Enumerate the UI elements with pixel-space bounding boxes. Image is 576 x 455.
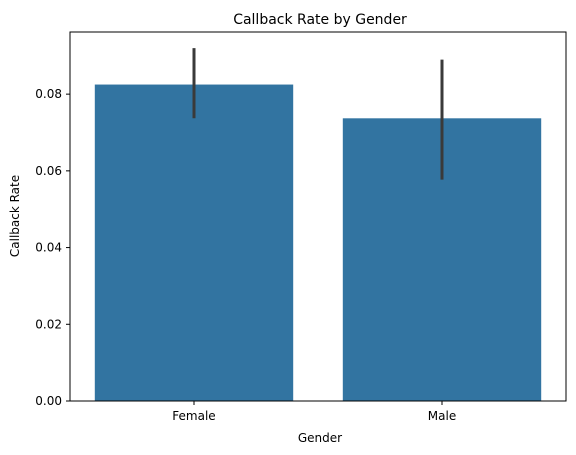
plot-area (70, 32, 566, 401)
x-tick-label-male: Male (428, 409, 456, 423)
y-tick-label: 0.06 (35, 164, 62, 178)
chart-title: Callback Rate by Gender (233, 12, 407, 28)
y-tick-label: 0.02 (35, 317, 62, 331)
y-tick-label: 0.04 (35, 241, 62, 255)
y-tick-label: 0.08 (35, 87, 62, 101)
x-tick-label-female: Female (172, 409, 215, 423)
y-axis-ticks: 0.00 0.02 0.04 0.06 0.08 (35, 87, 70, 408)
x-axis-ticks: Female Male (172, 401, 456, 423)
y-tick-label: 0.00 (35, 394, 62, 408)
bar-female (95, 85, 293, 401)
x-axis-label: Gender (298, 431, 342, 445)
y-axis-label: Callback Rate (8, 175, 22, 257)
